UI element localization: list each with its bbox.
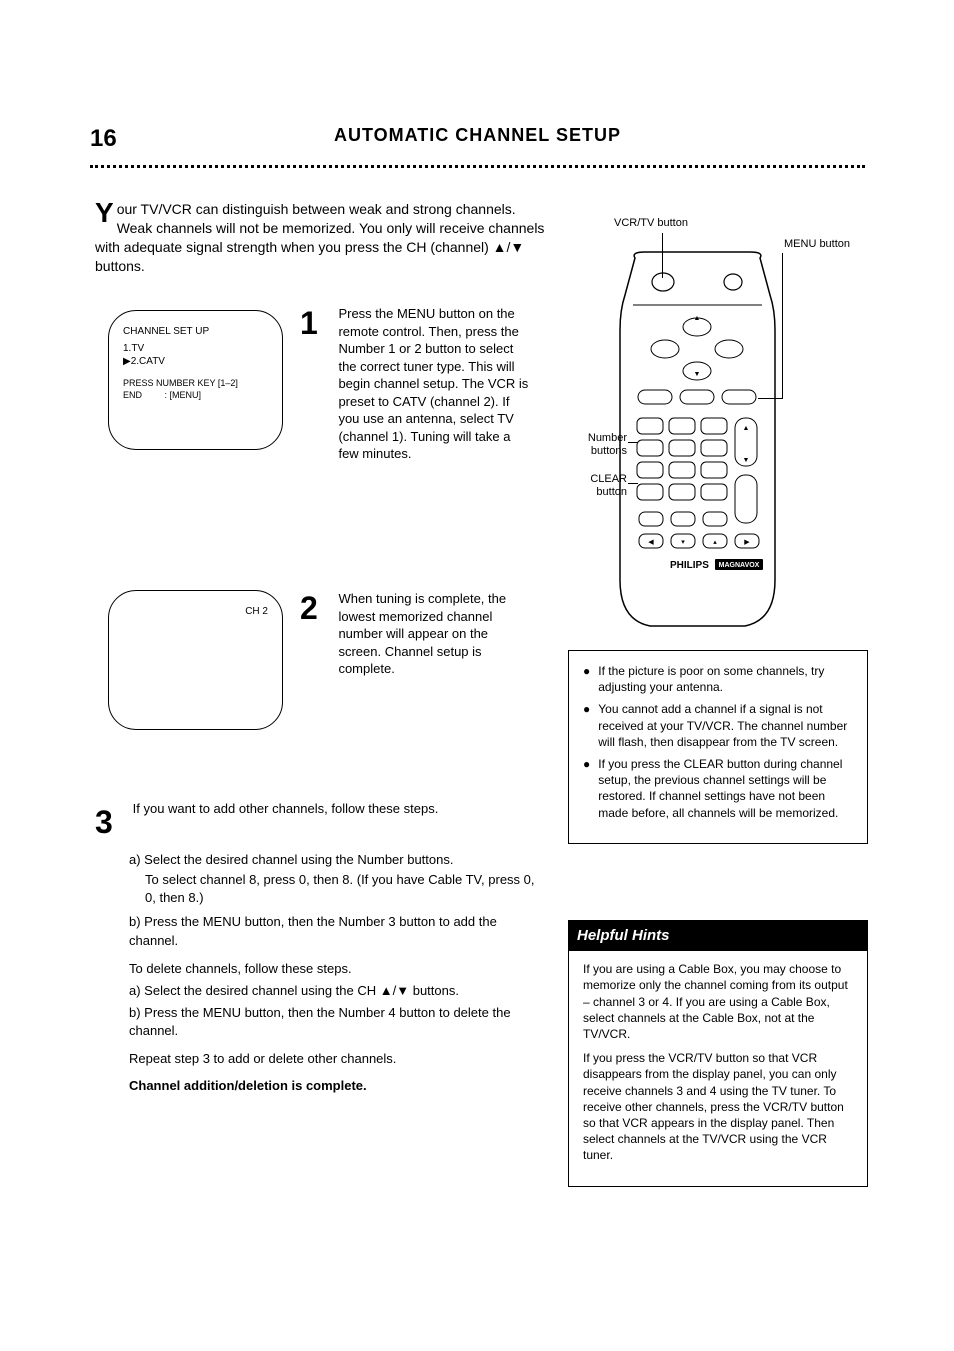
info-b2: You cannot add a channel if a signal is … xyxy=(598,701,853,750)
intro-paragraph: Y our TV/VCR can distinguish between wea… xyxy=(95,200,555,276)
step-1: 1 Press the MENU button on the remote co… xyxy=(300,305,550,463)
step1-number: 1 xyxy=(300,305,328,342)
svg-text:◀: ◀ xyxy=(648,539,654,546)
step3-d: b) Press the MENU button, then the Numbe… xyxy=(129,1004,545,1040)
svg-text:▾: ▾ xyxy=(681,539,685,546)
help-p2: If you press the VCR/TV button so that V… xyxy=(583,1050,853,1163)
helpful-hints-box: Helpful Hints If you are using a Cable B… xyxy=(568,920,868,1187)
divider-dots xyxy=(90,165,865,168)
info-b1: If the picture is poor on some channels,… xyxy=(598,663,853,695)
help-p1: If you are using a Cable Box, you may ch… xyxy=(583,961,853,1042)
step3-intro: If you want to add other channels, follo… xyxy=(133,800,543,818)
tv-screen-1: CHANNEL SET UP 1.TV ▶2.CATV PRESS NUMBER… xyxy=(108,310,283,450)
step3-number: 3 xyxy=(95,800,123,845)
svg-text:▼: ▼ xyxy=(694,371,701,378)
intro-text: our TV/VCR can distinguish between weak … xyxy=(95,201,544,274)
step3-a: a) Select the desired channel using the … xyxy=(129,851,545,869)
tv1-line1: 1.TV xyxy=(123,342,268,355)
remote-svg: ▲ ▼ ▲ ▼ xyxy=(615,250,780,630)
step3-c: a) Select the desired channel using the … xyxy=(129,982,545,1000)
info-box: ●If the picture is poor on some channels… xyxy=(568,650,868,844)
step2-number: 2 xyxy=(300,590,328,627)
leader-line xyxy=(628,483,638,484)
helpful-hints-title: Helpful Hints xyxy=(569,921,867,951)
step-2: 2 When tuning is complete, the lowest me… xyxy=(300,590,550,678)
step3-a-note: To select channel 8, press 0, then 8. (I… xyxy=(145,871,545,907)
svg-text:▴: ▴ xyxy=(713,539,717,546)
manual-page: 16 AUTOMATIC CHANNEL SETUP Y our TV/VCR … xyxy=(0,0,954,1351)
step3-del-intro: To delete channels, follow these steps. xyxy=(129,960,545,978)
tv1-line2: 2.CATV xyxy=(131,356,165,367)
svg-text:▲: ▲ xyxy=(694,315,701,322)
leader-line xyxy=(662,233,663,278)
remote-control: ▲ ▼ ▲ ▼ xyxy=(615,250,780,630)
step1-text: Press the MENU button on the remote cont… xyxy=(338,305,533,463)
step3-b: b) Press the MENU button, then the Numbe… xyxy=(129,913,545,949)
tv1-sel-arrow: ▶ xyxy=(123,356,131,367)
tv1-title: CHANNEL SET UP xyxy=(123,325,268,338)
dropcap: Y xyxy=(95,200,114,225)
svg-text:▶: ▶ xyxy=(744,539,750,546)
svg-text:▲: ▲ xyxy=(743,425,750,432)
callout-menu: MENU button xyxy=(784,238,864,251)
step2-text: When tuning is complete, the lowest memo… xyxy=(338,590,533,678)
tv2-channel: CH 2 xyxy=(245,605,268,618)
page-header: 16 AUTOMATIC CHANNEL SETUP xyxy=(90,125,865,153)
tv-screen-2: CH 2 xyxy=(108,590,283,730)
callout-clear: CLEAR button xyxy=(560,473,627,499)
brand-philips: PHILIPS xyxy=(670,560,709,571)
svg-text:MAGNAVOX: MAGNAVOX xyxy=(719,562,760,569)
step3-repeat: Repeat step 3 to add or delete other cha… xyxy=(129,1050,545,1068)
leader-line xyxy=(782,253,783,398)
leader-line xyxy=(758,398,783,399)
tv1-hint: PRESS NUMBER KEY [1–2] END : [MENU] xyxy=(123,378,268,401)
step3-end: Channel addition/deletion is complete. xyxy=(129,1077,545,1095)
step-3: 3 If you want to add other channels, fol… xyxy=(95,800,545,1095)
leader-line xyxy=(628,442,638,443)
chapter-title: AUTOMATIC CHANNEL SETUP xyxy=(334,125,621,145)
svg-text:▼: ▼ xyxy=(743,457,750,464)
callout-vcrtv: VCR/TV button xyxy=(614,217,694,230)
callout-numbers: Number buttons xyxy=(572,432,627,458)
info-b3: If you press the CLEAR button during cha… xyxy=(598,756,853,821)
